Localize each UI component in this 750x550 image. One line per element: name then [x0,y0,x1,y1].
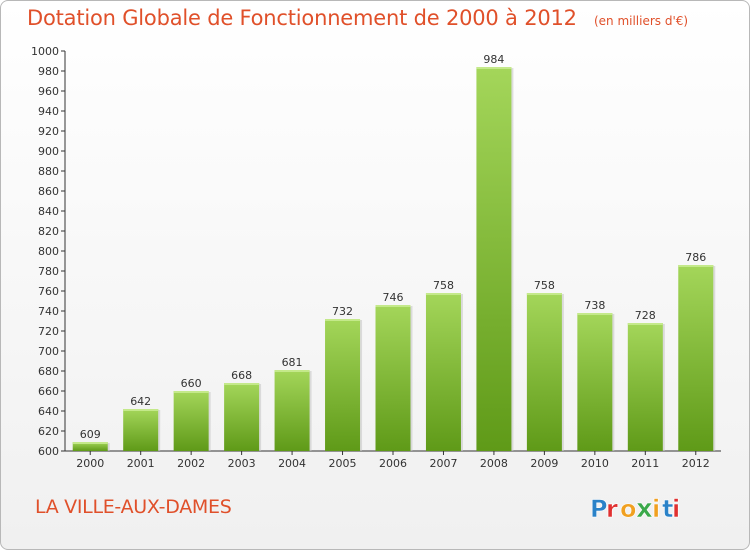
x-tick-label: 2009 [530,457,558,470]
bar-highlight [678,265,714,267]
bar-2002 [173,391,209,451]
y-tick-label: 600 [38,445,59,458]
x-tick-label: 2003 [228,457,256,470]
value-label-2012: 786 [685,251,706,264]
y-tick-label: 720 [38,325,59,338]
bar-2009 [526,293,562,451]
bar-highlight [72,442,108,444]
y-tick-label: 800 [38,245,59,258]
title-block: Dotation Globale de Fonctionnement de 20… [27,6,688,30]
logo-letter: t [662,495,673,523]
y-tick-label: 780 [38,265,59,278]
y-axis: 600 620 640 660 680 700 720 740 760 780 800 820 840 8… [31,45,66,458]
x-tick-label: 2006 [379,457,407,470]
bar-2004 [274,370,310,451]
commune-name: LA VILLE-AUX-DAMES [35,496,232,518]
bar-highlight [526,293,562,295]
y-tick-label: 1000 [31,45,59,58]
value-label-2010: 738 [584,299,605,312]
bar-2010 [577,313,613,451]
chart-title: Dotation Globale de Fonctionnement de 20… [27,6,577,30]
data-labels: 609 642 660 668 681 732 746 758 984 758 738 728 786 [80,53,707,441]
logo-letter: o [620,495,637,523]
value-label-2000: 609 [80,428,101,441]
bar-highlight [577,313,613,315]
bar-series [72,67,716,451]
bar-highlight [325,319,361,321]
x-tick-label: 2004 [278,457,306,470]
value-label-2005: 732 [332,305,353,318]
logo-letter: x [636,494,653,524]
y-tick-label: 620 [38,425,59,438]
bar-2000 [72,442,108,451]
bar-highlight [425,293,461,295]
x-tick-label: 2011 [631,457,659,470]
logo-letter: P [590,495,608,523]
proxiti-logo: Pr o x i ti [590,494,681,525]
bar-2012 [678,265,714,451]
y-tick-label: 700 [38,345,59,358]
value-label-2001: 642 [130,395,151,408]
y-tick-label: 740 [38,305,59,318]
y-tick-label: 840 [38,205,59,218]
y-tick-label: 660 [38,385,59,398]
y-tick-label: 820 [38,225,59,238]
bar-2007 [425,293,461,451]
value-label-2004: 681 [282,356,303,369]
bar-highlight [476,67,512,69]
value-label-2008: 984 [483,53,504,66]
logo-letter: r [606,495,618,523]
y-tick-label: 940 [38,105,59,118]
bar-2001 [123,409,159,451]
bar-highlight [173,391,209,393]
y-tick-label: 880 [38,165,59,178]
x-axis: 2000 2001 2002 2003 2004 2005 2006 2007 2008 2009… [65,450,721,470]
value-label-2011: 728 [635,309,656,322]
x-tick-label: 2012 [682,457,710,470]
y-tick-label: 680 [38,365,59,378]
value-label-2009: 758 [534,279,555,292]
y-tick-label: 640 [38,405,59,418]
bar-2003 [224,383,260,451]
x-tick-label: 2001 [127,457,155,470]
y-tick-label: 900 [38,145,59,158]
x-tick-label: 2000 [76,457,104,470]
y-tick-label: 860 [38,185,59,198]
value-label-2006: 746 [383,291,404,304]
chart-unit: (en milliers d'€) [593,14,689,28]
bar-2008 [476,67,512,451]
bar-highlight [123,409,159,411]
bar-highlight [375,305,411,307]
x-tick-label: 2005 [329,457,357,470]
bar-highlight [627,323,663,325]
bar-2011 [627,323,663,451]
bar-2006 [375,305,411,451]
y-tick-label: 980 [38,65,59,78]
value-label-2002: 660 [181,377,202,390]
logo-letter: i [652,495,660,523]
x-tick-label: 2008 [480,457,508,470]
x-tick-label: 2010 [581,457,609,470]
bar-highlight [274,370,310,372]
value-label-2007: 758 [433,279,454,292]
value-label-2003: 668 [231,369,252,382]
y-tick-label: 960 [38,85,59,98]
x-tick-label: 2007 [429,457,457,470]
y-tick-label: 760 [38,285,59,298]
logo-letter: i [672,495,680,523]
y-tick-label: 920 [38,125,59,138]
x-tick-label: 2002 [177,457,205,470]
bar-2005 [325,319,361,451]
bar-highlight [224,383,260,385]
